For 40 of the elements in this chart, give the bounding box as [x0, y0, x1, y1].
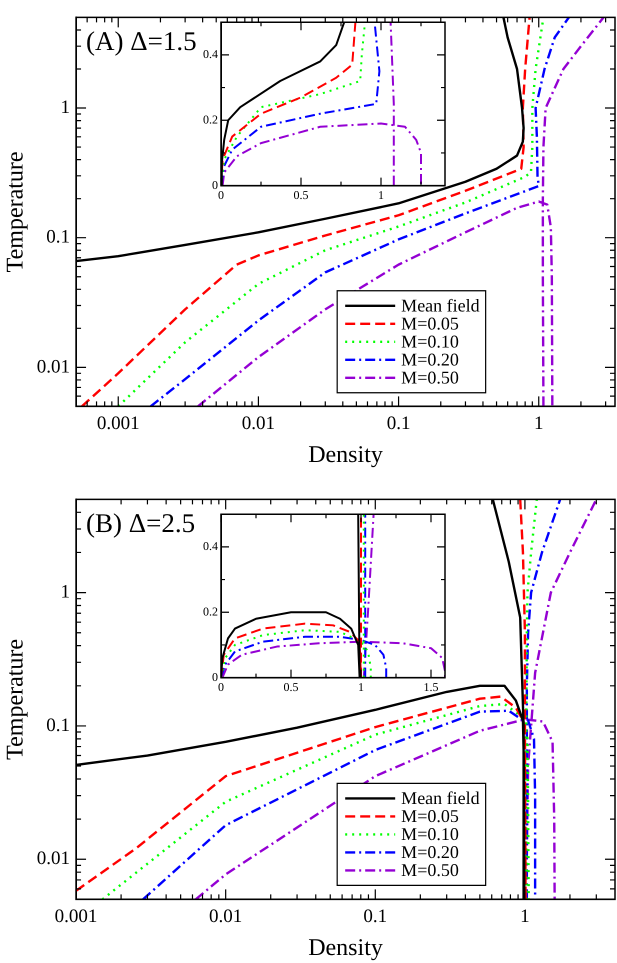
x-tick-label: 0.1: [363, 906, 388, 927]
y-tick-label: 0.4: [203, 47, 218, 62]
y-axis-title: Temperature: [2, 151, 29, 272]
x-tick-label: 0.001: [54, 906, 98, 927]
x-tick-label: 1: [520, 906, 530, 927]
y-axis-title: Temperature: [2, 638, 29, 760]
x-tick-label: 1: [358, 680, 364, 694]
legend-label: M=0.10: [401, 824, 459, 844]
y-tick-label: 0.1: [46, 226, 70, 248]
legend-label: M=0.10: [401, 332, 459, 352]
x-axis-title: Density: [308, 934, 383, 961]
x-tick-label: 1: [534, 412, 544, 434]
legend-label: M=0.05: [401, 806, 459, 826]
chart-title: (A) Δ=1.5: [86, 26, 197, 56]
y-tick-label: 0.01: [36, 848, 70, 870]
legend-label: M=0.05: [401, 314, 459, 334]
legend-label: Mean field: [401, 296, 480, 316]
y-tick-label: 0: [212, 670, 218, 684]
x-tick-label: 0.1: [386, 412, 410, 434]
legend-label: M=0.20: [401, 842, 459, 862]
y-tick-label: 0.01: [36, 356, 70, 378]
y-tick-label: 1: [60, 97, 70, 118]
legend-label: Mean field: [401, 788, 480, 808]
legend-label: M=0.50: [401, 368, 459, 388]
x-tick-label: 0.001: [96, 412, 140, 434]
y-tick-label: 1: [60, 582, 70, 603]
legend-label: M=0.20: [401, 350, 459, 370]
y-tick-label: 0: [212, 178, 218, 192]
x-tick-label: 1.5: [424, 680, 438, 694]
y-tick-label: 0.1: [46, 714, 70, 736]
y-tick-label: 0.2: [203, 112, 218, 126]
y-tick-label: 0.4: [203, 539, 218, 554]
y-tick-label: 0.2: [203, 604, 218, 618]
x-tick-label: 1: [378, 188, 384, 202]
x-tick-label: 0.5: [294, 188, 308, 202]
chart-title: (B) Δ=2.5: [86, 508, 196, 538]
x-axis-title: Density: [308, 442, 383, 468]
x-tick-label: 0.5: [284, 680, 298, 694]
legend-label: M=0.50: [401, 860, 459, 880]
x-tick-label: 0.01: [242, 412, 276, 434]
